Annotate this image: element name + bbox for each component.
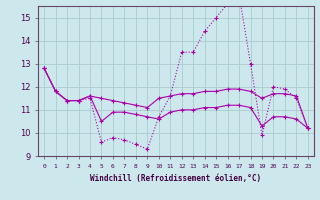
X-axis label: Windchill (Refroidissement éolien,°C): Windchill (Refroidissement éolien,°C) <box>91 174 261 183</box>
